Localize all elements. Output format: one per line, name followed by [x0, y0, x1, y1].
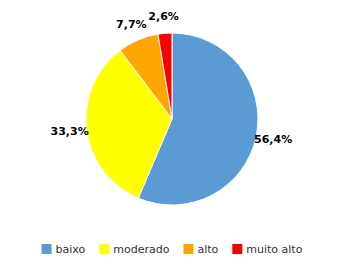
chart: 56,4% 33,3% 7,7%2,6% baixo moderado alto muito… [0, 0, 344, 264]
legend-swatch [183, 244, 193, 254]
legend-label: muito alto [246, 243, 302, 256]
legend-item: alto [183, 243, 218, 256]
legend-item: moderado [99, 243, 169, 256]
legend-item: muito alto [232, 243, 302, 256]
legend-swatch [42, 244, 52, 254]
legend-swatch [232, 244, 242, 254]
pie [86, 33, 258, 205]
legend: baixo moderado alto muito alto [42, 243, 303, 256]
data-label: 2,6% [148, 10, 179, 23]
data-label: 33,3% [50, 125, 88, 138]
data-labels: 56,4% 33,3% 7,7%2,6% [50, 10, 292, 146]
legend-label: moderado [113, 243, 169, 256]
data-label: 56,4% [254, 133, 292, 146]
legend-label: baixo [56, 243, 86, 256]
pie-slice [158, 33, 172, 119]
data-label: 7,7% [116, 18, 147, 31]
legend-swatch [99, 244, 109, 254]
legend-label: alto [197, 243, 218, 256]
legend-item: baixo [42, 243, 86, 256]
